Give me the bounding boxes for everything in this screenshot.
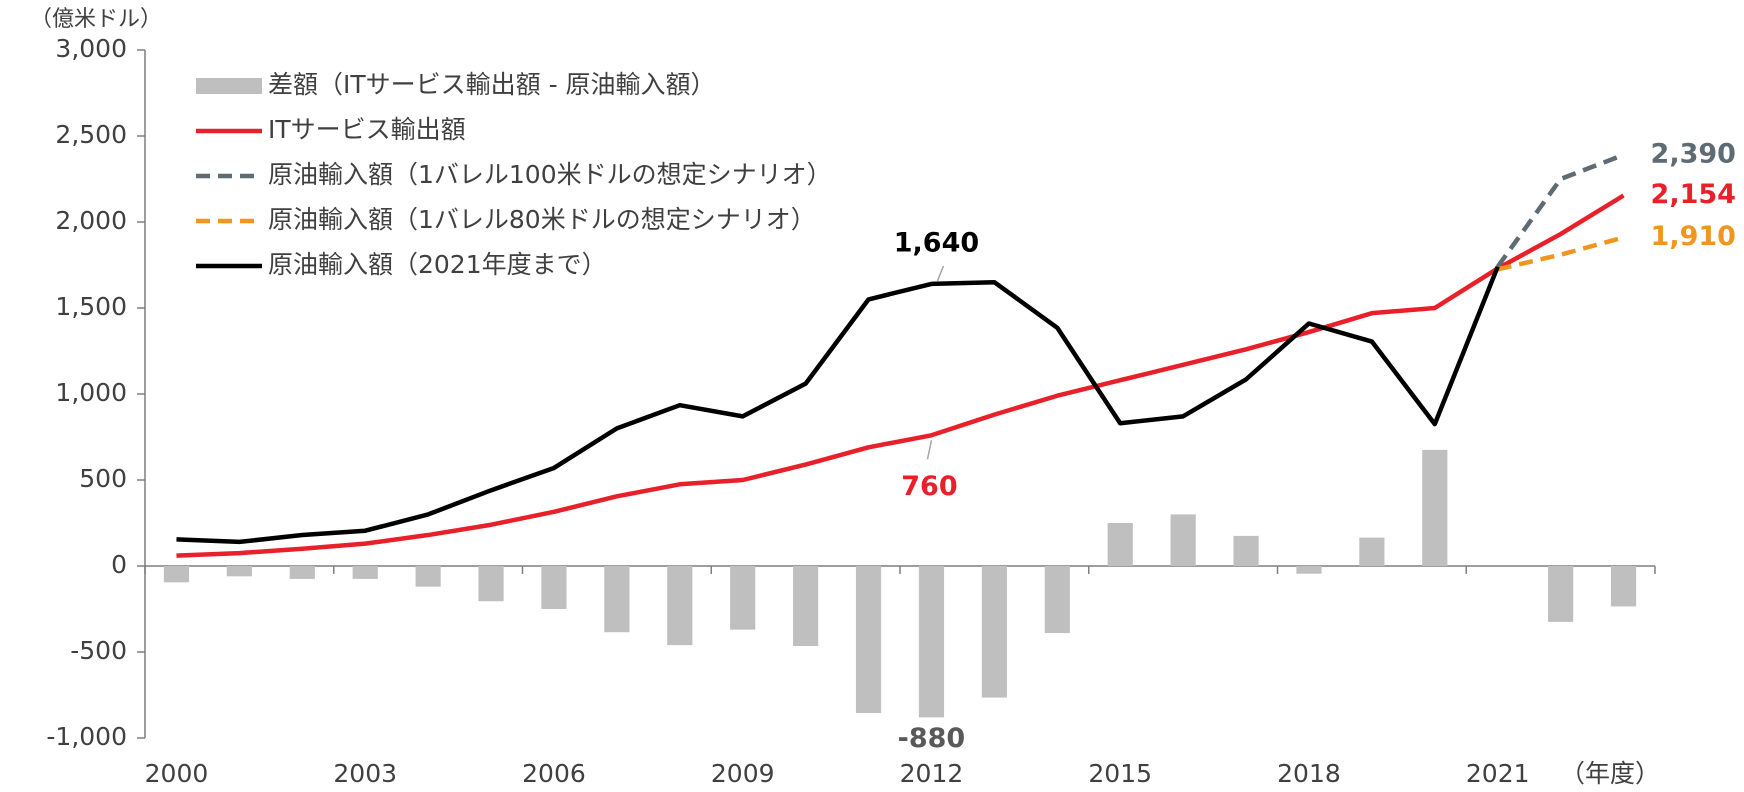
bar — [730, 566, 756, 630]
bar — [226, 566, 252, 577]
y-tick-label: -1,000 — [46, 722, 127, 751]
bar — [981, 566, 1007, 698]
y-tick-label: 500 — [79, 464, 127, 493]
bar — [855, 566, 882, 714]
y-tick-label: 1,000 — [55, 378, 127, 407]
legend-label: ITサービス輸出額 — [268, 115, 466, 144]
bar — [1422, 449, 1448, 566]
x-tick-label: 2021 — [1466, 759, 1530, 788]
bar — [1107, 523, 1133, 566]
x-tick-label: 2003 — [333, 759, 397, 788]
y-tick-label: 1,500 — [55, 292, 127, 321]
leader-line — [926, 440, 933, 460]
leader-line — [936, 265, 945, 282]
y-tick-label: 3,000 — [55, 34, 127, 63]
legend-label: 原油輸入額（1バレル80米ドルの想定シナリオ） — [268, 205, 816, 234]
bar — [667, 566, 693, 646]
bar — [163, 566, 190, 583]
bar — [793, 566, 819, 646]
bar — [1296, 566, 1322, 574]
x-tick-label: 2000 — [145, 759, 209, 788]
x-tick-label: 2015 — [1088, 759, 1152, 788]
bar — [478, 566, 504, 602]
y-axis-label: （億米ドル） — [30, 7, 162, 32]
bar — [289, 566, 315, 579]
bar — [1170, 514, 1196, 566]
y-tick-label: 0 — [111, 550, 127, 579]
legend-label: 原油輸入額（1バレル100米ドルの想定シナリオ） — [268, 160, 832, 189]
y-tick-label: 2,000 — [55, 206, 127, 235]
data-label: -880 — [898, 723, 966, 754]
data-label: 760 — [901, 471, 957, 502]
x-tick-label: 2012 — [900, 759, 964, 788]
line — [1495, 152, 1625, 269]
y-tick-label: -500 — [70, 636, 127, 665]
x-axis-label: （年度） — [1560, 759, 1660, 788]
bar — [604, 566, 630, 633]
x-tick-label: 2018 — [1277, 759, 1341, 788]
bar — [1359, 537, 1385, 566]
x-tick-label: 2009 — [711, 759, 775, 788]
bar — [352, 566, 378, 579]
bar — [541, 566, 567, 609]
legend-label: 原油輸入額（2021年度まで） — [268, 250, 607, 279]
bar — [1610, 566, 1637, 607]
bar — [1233, 535, 1259, 566]
data-label: 1,910 — [1651, 221, 1736, 252]
data-label: 2,390 — [1651, 138, 1736, 169]
data-label: 1,640 — [894, 227, 979, 258]
legend-label: 差額（ITサービス輸出額 - 原油輸入額） — [268, 70, 716, 99]
line — [176, 193, 1625, 558]
legend-swatch — [196, 78, 262, 94]
data-label: 2,154 — [1651, 179, 1736, 210]
line — [176, 265, 1500, 545]
bar — [918, 566, 945, 718]
bar — [1548, 566, 1574, 622]
bar — [415, 566, 441, 587]
x-tick-label: 2006 — [522, 759, 586, 788]
y-tick-label: 2,500 — [55, 120, 127, 149]
bar — [1044, 566, 1070, 634]
